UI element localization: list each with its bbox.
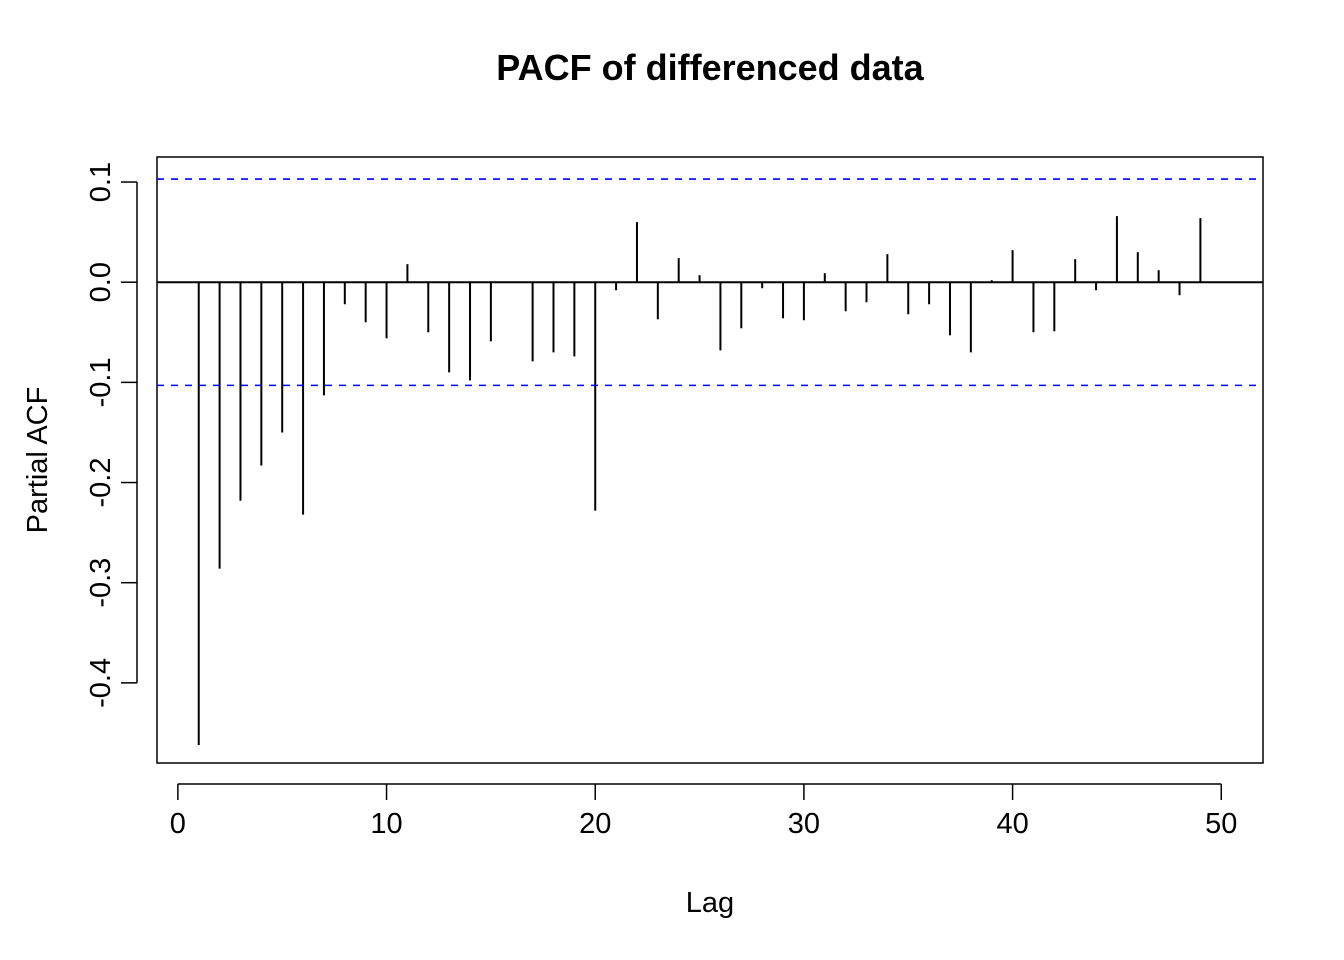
spike-group xyxy=(197,216,1202,745)
y-tick-label: -0.3 xyxy=(85,558,117,608)
x-tick-label: 30 xyxy=(788,808,820,840)
y-tick-label: 0.1 xyxy=(85,162,117,202)
x-tick-label: 20 xyxy=(579,808,611,840)
y-axis-label: Partial ACF xyxy=(22,387,54,534)
x-axis: 0 10 20 30 40 50 xyxy=(170,783,1237,840)
y-axis: 0.1 0.0 -0.1 -0.2 -0.3 -0.4 xyxy=(85,162,138,708)
x-tick-label: 40 xyxy=(996,808,1028,840)
plot-frame xyxy=(156,156,1264,764)
x-tick-label: 10 xyxy=(370,808,402,840)
x-axis-label: Lag xyxy=(686,887,734,919)
x-tick-label: 50 xyxy=(1205,808,1237,840)
y-tick-label: 0.0 xyxy=(85,262,117,302)
y-tick-label: -0.4 xyxy=(85,658,117,708)
y-tick-label: -0.2 xyxy=(85,458,117,508)
guide-group xyxy=(157,178,1263,387)
y-tick-label: -0.1 xyxy=(85,357,117,407)
chart-title: PACF of differenced data xyxy=(496,47,924,88)
x-tick-label: 0 xyxy=(170,808,186,840)
